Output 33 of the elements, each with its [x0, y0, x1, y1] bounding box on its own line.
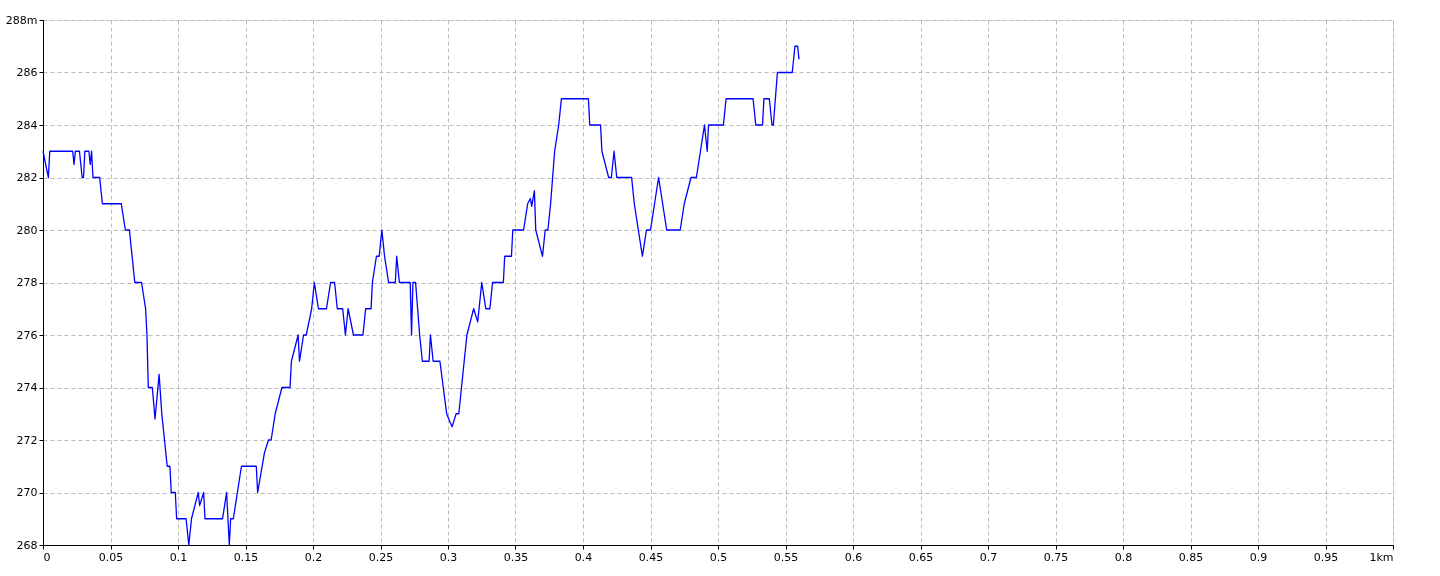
x-tick-label: 1km — [1369, 550, 1394, 564]
x-tick-label: 0.1 — [169, 550, 188, 564]
x-tick-label: 0.15 — [233, 550, 259, 564]
x-tick-label: 0.05 — [98, 550, 124, 564]
x-tick-label: 0.95 — [1313, 550, 1339, 564]
y-tick-label: 288m — [5, 13, 38, 27]
y-tick-label: 274 — [16, 381, 38, 394]
x-tick-label: 0.85 — [1178, 550, 1204, 564]
y-tick-label: 276 — [16, 328, 38, 342]
x-tick-label: 0.3 — [439, 550, 458, 564]
y-tick-label: 284 — [16, 118, 38, 132]
x-tick-label: 0 — [43, 550, 51, 564]
x-tick-label: 0.25 — [368, 550, 394, 564]
x-tick-label: 0.75 — [1043, 550, 1069, 564]
x-tick-label: 0.6 — [844, 550, 863, 564]
y-tick-label: 282 — [16, 171, 38, 184]
y-tick-label: 286 — [16, 66, 38, 79]
y-tick-label: 272 — [16, 433, 38, 447]
x-tick-label: 0.65 — [908, 550, 934, 564]
y-tick-label: 280 — [16, 223, 38, 237]
x-tick-label: 0.5 — [709, 550, 728, 564]
line-series — [42, 45, 800, 546]
x-tick-label: 0.7 — [979, 550, 998, 564]
x-tick-label: 0.45 — [638, 550, 664, 564]
x-tick-label: 0.35 — [503, 550, 529, 564]
x-tick-label: 0.2 — [304, 550, 323, 564]
y-tick-label: 270 — [16, 486, 38, 499]
x-tick-label: 0.8 — [1114, 550, 1133, 564]
x-tick-label: 0.4 — [574, 550, 593, 564]
x-tick-label: 0.55 — [773, 550, 799, 564]
x-tick-label: 0.9 — [1249, 550, 1268, 564]
y-tick-label: 278 — [16, 276, 38, 289]
y-tick-label: 268 — [16, 538, 38, 552]
